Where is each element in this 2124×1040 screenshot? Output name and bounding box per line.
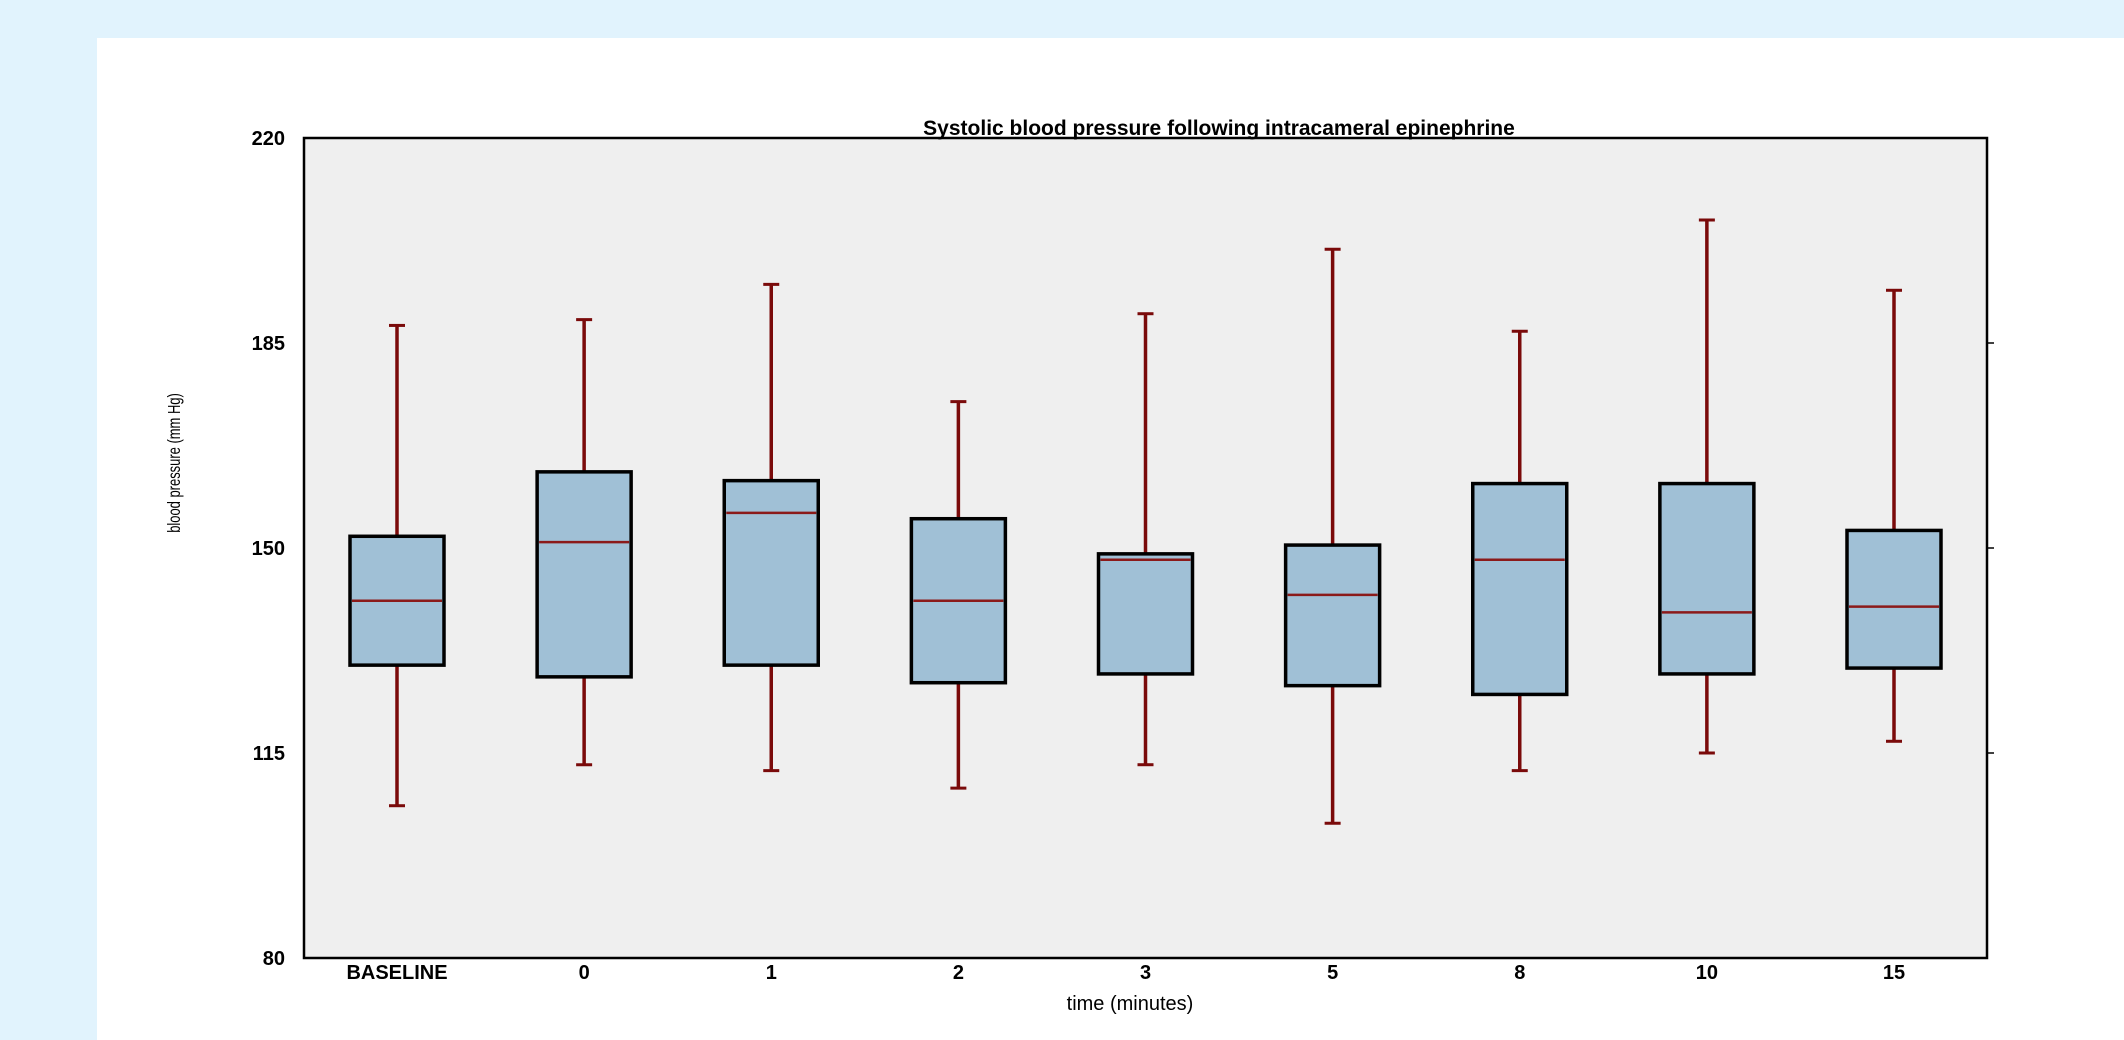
- y-tick-label: 220: [252, 128, 285, 150]
- x-axis-ticks: BASELINE 0 1 2 3 5 8 10 15: [346, 962, 1905, 984]
- box-series: [348, 218, 1943, 825]
- box-group: [909, 400, 1008, 790]
- iqr-box: [1283, 543, 1382, 688]
- y-tick-label: 150: [252, 538, 285, 560]
- boxplot-chart: 80 115 150 185 220 BASELINE 0 1 2 3 5 8 10 15 Systol…: [165, 117, 1994, 1015]
- x-tick-label: BASELINE: [346, 962, 447, 984]
- box-group: [1845, 288, 1943, 743]
- y-axis-label: blood pressure (mm Hg): [165, 393, 185, 533]
- chart-panel: 80 115 150 185 220 BASELINE 0 1 2 3 5 8 10 15 Systol…: [97, 38, 2124, 1040]
- iqr-box: [1845, 528, 1943, 670]
- x-tick-label: 0: [579, 962, 590, 984]
- x-tick-label: 10: [1696, 962, 1718, 984]
- box-group: [722, 282, 820, 773]
- x-axis-label: time (minutes): [1067, 993, 1194, 1015]
- iqr-box: [1096, 552, 1195, 676]
- x-tick-label: 3: [1140, 962, 1151, 984]
- iqr-box: [1658, 481, 1756, 676]
- iqr-box: [1471, 481, 1569, 697]
- chart-title: Systolic blood pressure following intrac…: [923, 117, 1515, 140]
- y-tick-label: 185: [252, 333, 285, 355]
- iqr-box: [722, 478, 820, 667]
- box-group: [535, 318, 633, 767]
- box-group: [1658, 218, 1756, 755]
- y-axis-ticks: 80 115 150 185 220: [252, 128, 1994, 970]
- x-tick-label: 15: [1883, 962, 1905, 984]
- x-tick-label: 5: [1327, 962, 1338, 984]
- y-tick-label: 115: [253, 743, 285, 765]
- box-group: [1283, 247, 1382, 825]
- iqr-box: [535, 470, 633, 679]
- x-tick-label: 1: [766, 962, 777, 984]
- x-tick-label: 8: [1514, 962, 1525, 984]
- box-group: [1471, 329, 1569, 773]
- box-group: [348, 323, 446, 808]
- x-tick-label: 2: [953, 962, 964, 984]
- box-group: [1096, 312, 1195, 767]
- y-tick-label: 80: [263, 948, 285, 970]
